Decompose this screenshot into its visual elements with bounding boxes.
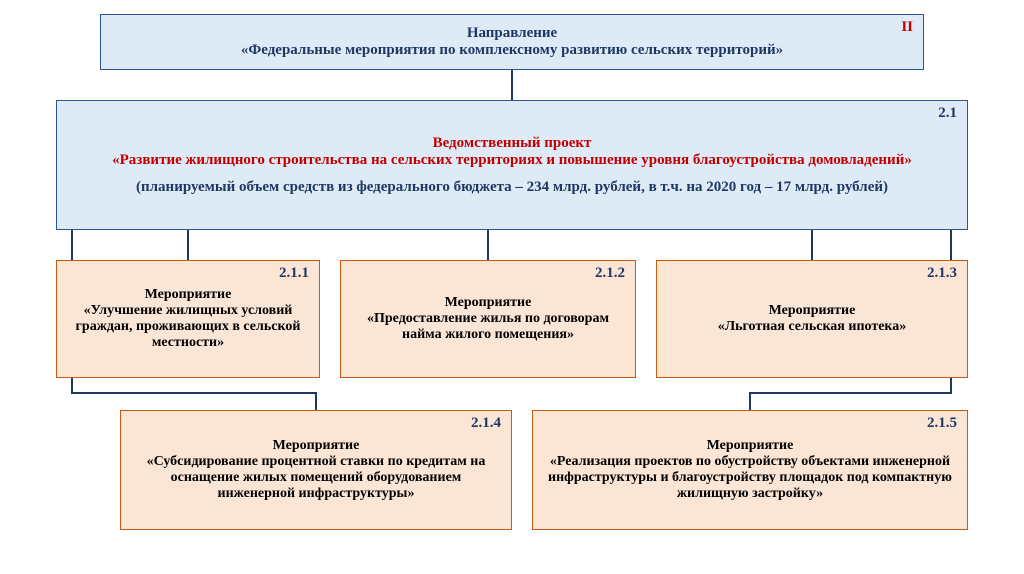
activity-1-badge: 2.1.1	[279, 265, 309, 282]
activity-5-text: «Реализация проектов по обустройству объ…	[543, 454, 957, 502]
activity-1-text: «Улучшение жилищных условий граждан, про…	[67, 303, 309, 351]
conn-proj-a2	[487, 230, 489, 260]
activity-3-label: Мероприятие	[667, 303, 957, 319]
header-line1: Направление	[111, 25, 913, 42]
activity-5: 2.1.5 Мероприятие «Реализация проектов п…	[532, 410, 968, 530]
conn-header-project	[511, 70, 513, 100]
activity-5-badge: 2.1.5	[927, 415, 957, 432]
activity-1-label: Мероприятие	[67, 287, 309, 303]
conn-proj-a3	[811, 230, 813, 260]
activity-2-label: Мероприятие	[351, 295, 625, 311]
activity-4-badge: 2.1.4	[471, 415, 501, 432]
header-badge: II	[901, 19, 913, 36]
conn-proj-a5-v2	[749, 392, 751, 410]
activity-5-label: Мероприятие	[543, 438, 957, 454]
project-box: 2.1 Ведомственный проект «Развитие жилищ…	[56, 100, 968, 230]
activity-4-text: «Субсидирование процентной ставки по кре…	[131, 454, 501, 502]
project-note: (планируемый объем средств из федерально…	[67, 179, 957, 196]
conn-proj-a1	[187, 230, 189, 260]
direction-header: II Направление «Федеральные мероприятия …	[100, 14, 924, 70]
activity-3-badge: 2.1.3	[927, 265, 957, 282]
activity-2: 2.1.2 Мероприятие «Предоставление жилья …	[340, 260, 636, 378]
project-line1: Ведомственный проект	[67, 135, 957, 152]
activity-4: 2.1.4 Мероприятие «Субсидирование процен…	[120, 410, 512, 530]
activity-1: 2.1.1 Мероприятие «Улучшение жилищных ус…	[56, 260, 320, 378]
conn-proj-a5-h	[749, 392, 952, 394]
activity-3-text: «Льготная сельская ипотека»	[667, 319, 957, 335]
project-badge: 2.1	[938, 105, 957, 122]
conn-proj-a4-h	[71, 392, 315, 394]
activity-4-label: Мероприятие	[131, 438, 501, 454]
activity-2-badge: 2.1.2	[595, 265, 625, 282]
activity-2-text: «Предоставление жилья по договорам найма…	[351, 311, 625, 343]
project-line2: «Развитие жилищного строительства на сел…	[67, 152, 957, 169]
conn-proj-a4-v2	[315, 392, 317, 410]
header-line2: «Федеральные мероприятия по комплексному…	[111, 42, 913, 59]
activity-3: 2.1.3 Мероприятие «Льготная сельская ипо…	[656, 260, 968, 378]
